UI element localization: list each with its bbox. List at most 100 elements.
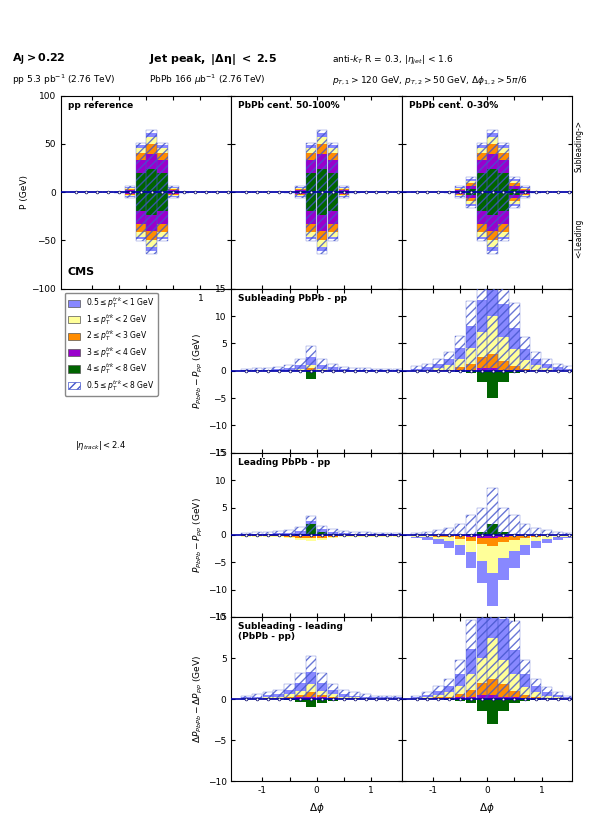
Bar: [306, 672, 317, 684]
Bar: [168, 195, 178, 196]
Bar: [350, 696, 360, 697]
Bar: [422, 537, 432, 540]
Bar: [455, 694, 465, 697]
Bar: [487, 144, 498, 154]
Bar: [477, 148, 487, 153]
Bar: [146, 130, 157, 192]
Bar: [520, 189, 530, 190]
Bar: [531, 535, 541, 537]
Bar: [168, 187, 178, 189]
Bar: [477, 145, 487, 148]
Bar: [157, 237, 167, 239]
Bar: [262, 691, 273, 699]
Bar: [444, 366, 454, 370]
Bar: [350, 532, 360, 535]
Bar: [168, 189, 178, 190]
Bar: [509, 514, 519, 535]
Bar: [361, 696, 371, 698]
Bar: [157, 192, 167, 241]
Bar: [317, 682, 327, 691]
Bar: [168, 190, 178, 191]
Bar: [125, 194, 135, 195]
Bar: [509, 349, 519, 366]
Bar: [252, 696, 262, 698]
Bar: [466, 535, 476, 537]
Bar: [498, 143, 509, 192]
X-axis label: $\Delta\phi$: $\Delta\phi$: [309, 308, 325, 322]
Bar: [455, 524, 465, 535]
Bar: [487, 572, 498, 637]
Bar: [422, 535, 432, 537]
Bar: [531, 352, 541, 371]
Bar: [262, 368, 273, 371]
Bar: [241, 533, 252, 535]
Text: $\mathbf{Jet\ peak,\ |\Delta\eta|\ <\ 2.5}$: $\mathbf{Jet\ peak,\ |\Delta\eta|\ <\ 2.…: [149, 52, 277, 67]
Bar: [487, 154, 498, 169]
Bar: [498, 618, 509, 660]
Bar: [509, 327, 519, 349]
Bar: [487, 215, 498, 231]
Bar: [295, 535, 306, 536]
X-axis label: $\Delta\phi$: $\Delta\phi$: [138, 308, 154, 322]
Bar: [509, 179, 519, 180]
Bar: [509, 697, 519, 699]
Bar: [157, 153, 167, 160]
Bar: [466, 177, 476, 192]
Bar: [317, 169, 327, 192]
Bar: [136, 148, 146, 153]
Bar: [328, 367, 338, 371]
Bar: [563, 537, 574, 538]
Bar: [295, 194, 306, 195]
Bar: [306, 535, 317, 536]
Bar: [520, 196, 530, 197]
Bar: [412, 369, 422, 371]
Bar: [136, 224, 146, 232]
Bar: [328, 696, 338, 698]
Bar: [498, 211, 509, 224]
Bar: [509, 536, 519, 540]
Bar: [317, 359, 327, 371]
Bar: [146, 192, 157, 215]
Bar: [306, 160, 317, 173]
Bar: [306, 371, 317, 379]
Bar: [487, 679, 498, 695]
Bar: [444, 535, 454, 537]
Bar: [498, 232, 509, 237]
Bar: [393, 696, 403, 699]
Bar: [371, 369, 382, 371]
Bar: [455, 192, 465, 193]
Bar: [466, 371, 476, 373]
Bar: [339, 193, 349, 194]
Bar: [306, 143, 317, 192]
Bar: [552, 367, 563, 370]
Bar: [284, 365, 295, 371]
Bar: [252, 532, 262, 535]
Bar: [412, 533, 422, 535]
Bar: [444, 679, 454, 699]
Bar: [328, 535, 338, 537]
Bar: [306, 684, 317, 692]
Bar: [552, 695, 563, 696]
Bar: [273, 367, 284, 371]
Bar: [552, 370, 563, 371]
Bar: [371, 696, 382, 699]
Bar: [455, 538, 465, 545]
Bar: [371, 370, 382, 371]
Bar: [498, 508, 509, 535]
Bar: [542, 696, 552, 698]
Text: PbPb 166 $\mu$b$^{-1}$ (2.76 TeV): PbPb 166 $\mu$b$^{-1}$ (2.76 TeV): [149, 72, 266, 87]
Bar: [477, 617, 487, 658]
Bar: [542, 530, 552, 535]
Bar: [477, 237, 487, 239]
Bar: [542, 691, 552, 696]
Bar: [552, 535, 563, 537]
Bar: [509, 192, 519, 195]
Bar: [328, 237, 338, 239]
Bar: [487, 498, 498, 699]
Bar: [487, 354, 498, 368]
Bar: [563, 535, 574, 537]
Text: Subleading->: Subleading->: [574, 120, 583, 172]
Bar: [422, 532, 432, 535]
Bar: [477, 160, 487, 173]
Bar: [455, 359, 465, 367]
